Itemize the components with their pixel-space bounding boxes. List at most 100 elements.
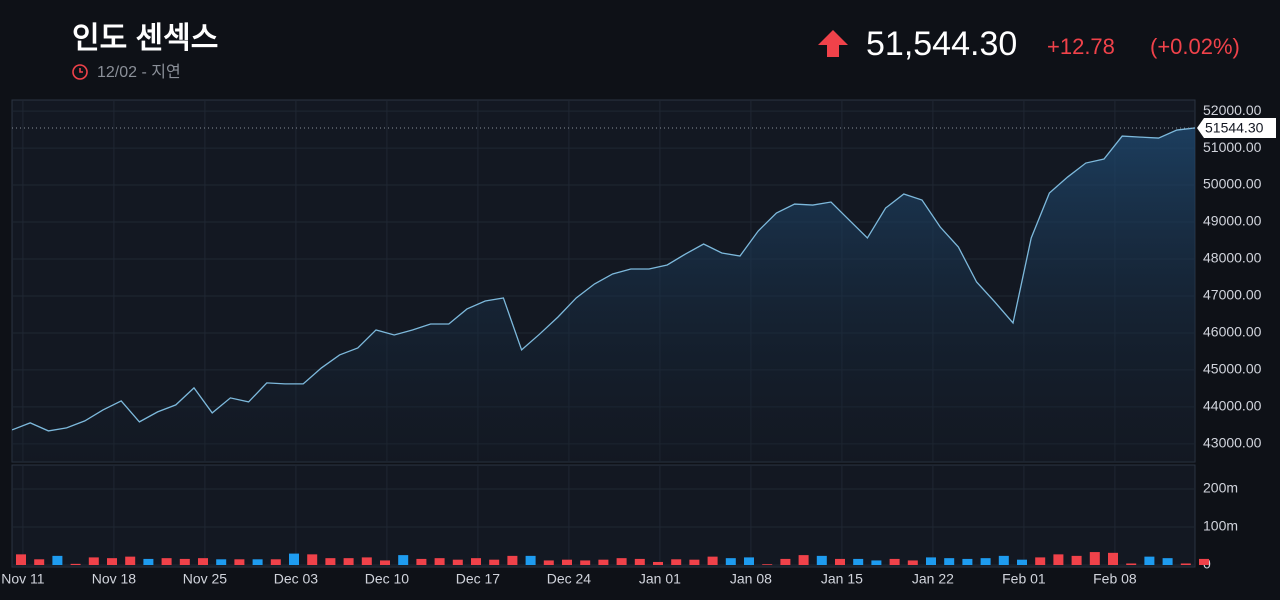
price: 51,544.30 [866, 25, 1017, 63]
volume-bar [1180, 563, 1191, 565]
y-tick-label: 51000.00 [1203, 139, 1262, 155]
x-tick-label: Nov 11 [1, 571, 45, 587]
volume-bar [489, 559, 500, 565]
x-tick-label: Dec 03 [274, 571, 319, 587]
y-tick-label: 46000.00 [1203, 324, 1262, 340]
volume-bar [853, 558, 864, 565]
volume-bar [34, 559, 45, 565]
y-tick-label: 49000.00 [1203, 213, 1262, 229]
x-tick-label: Jan 08 [730, 571, 772, 587]
x-tick-label: Dec 24 [547, 571, 592, 587]
volume-bar [270, 559, 281, 565]
x-tick-label: Dec 17 [456, 571, 501, 587]
volume-bar [634, 558, 645, 565]
volume-bar [1053, 554, 1064, 565]
last-price-box [1197, 117, 1276, 138]
title: 인도 센섹스 [72, 22, 218, 55]
volume-bar [179, 558, 190, 565]
volume-bar [361, 557, 372, 565]
volume-bar [780, 558, 791, 565]
volume-bar [616, 558, 627, 565]
x-tick-label: Jan 01 [639, 571, 681, 587]
y-tick-label: 50000.00 [1203, 176, 1262, 192]
volume-bar [343, 558, 354, 565]
volume-bar [434, 558, 445, 565]
volume-bar [562, 559, 572, 565]
x-tick-label: Feb 01 [1002, 571, 1046, 587]
volume-bar [671, 559, 682, 565]
volume-bar [926, 557, 936, 565]
volume-bar [234, 559, 245, 565]
volume-bar [762, 564, 773, 565]
volume-bar [889, 558, 900, 565]
x-tick-label: Dec 10 [365, 571, 410, 587]
volume-bar [871, 560, 882, 565]
volume-bar [252, 559, 263, 565]
volume-bar [816, 555, 827, 565]
volume-bar [216, 559, 227, 565]
volume-bar [744, 557, 754, 565]
volume-bar [543, 560, 554, 565]
x-tick-label: Feb 08 [1093, 571, 1137, 587]
volume-bar [1089, 552, 1100, 565]
volume-bar [325, 558, 336, 565]
last-price-label: 51544.30 [1205, 120, 1264, 136]
y-tick-label: 48000.00 [1203, 250, 1262, 266]
volume-bar [689, 559, 700, 565]
volume-bar [1126, 563, 1137, 565]
volume-bar [1144, 556, 1155, 565]
volume-bar [580, 560, 591, 565]
volume-bar [998, 555, 1009, 565]
volume-bar [88, 557, 99, 565]
x-tick-label: Jan 22 [912, 571, 954, 587]
volume-bar [70, 563, 81, 565]
volume-bar [1162, 558, 1173, 565]
volume-bar [380, 560, 390, 565]
volume-bar [707, 556, 718, 565]
x-tick-label: Nov 25 [183, 571, 228, 587]
volume-bar [598, 559, 609, 565]
volume-bar [52, 555, 63, 565]
volume-bar [143, 558, 154, 565]
volume-bar [307, 554, 318, 565]
y-tick-label: 47000.00 [1203, 287, 1262, 303]
volume-bar [1199, 558, 1209, 565]
volume-bar [125, 556, 136, 565]
volume-bar [1035, 557, 1046, 565]
up-arrow [818, 30, 848, 57]
volume-bar [980, 558, 991, 565]
volume-bar [1017, 559, 1027, 565]
y-tick-label: 44000.00 [1203, 398, 1262, 414]
area-fill [12, 127, 1195, 462]
volume-bar [16, 554, 26, 565]
volume-bar [725, 558, 736, 565]
volume-tick-label: 200m [1203, 480, 1238, 496]
volume-pane [11, 464, 1196, 568]
y-tick-label: 52000.00 [1203, 102, 1262, 118]
volume-bar [962, 558, 973, 565]
y-tick-label: 43000.00 [1203, 435, 1262, 451]
price-line [12, 127, 1195, 432]
clock-icon [72, 64, 88, 80]
volume-tick-label: 100m [1203, 518, 1238, 534]
volume-bar [507, 555, 518, 565]
volume-bar [471, 558, 481, 565]
volume-bar [452, 559, 463, 565]
volume-bar [907, 560, 918, 565]
volume-bar [1071, 555, 1082, 565]
y-tick-label: 45000.00 [1203, 361, 1262, 377]
volume-bar [161, 558, 172, 565]
volume-bar [398, 555, 409, 565]
volume-bar [107, 558, 117, 565]
change: +12.78 [1047, 34, 1115, 59]
volume-bar [1108, 552, 1118, 565]
x-tick-label: Jan 15 [821, 571, 863, 587]
volume-bar [289, 553, 299, 565]
volume-bar [198, 558, 208, 565]
x-tick-label: Nov 18 [92, 571, 137, 587]
volume-bar [653, 561, 663, 565]
subtitle: 12/02 - 지연 [97, 63, 181, 81]
volume-bar [416, 558, 427, 565]
volume-bar [835, 558, 845, 565]
